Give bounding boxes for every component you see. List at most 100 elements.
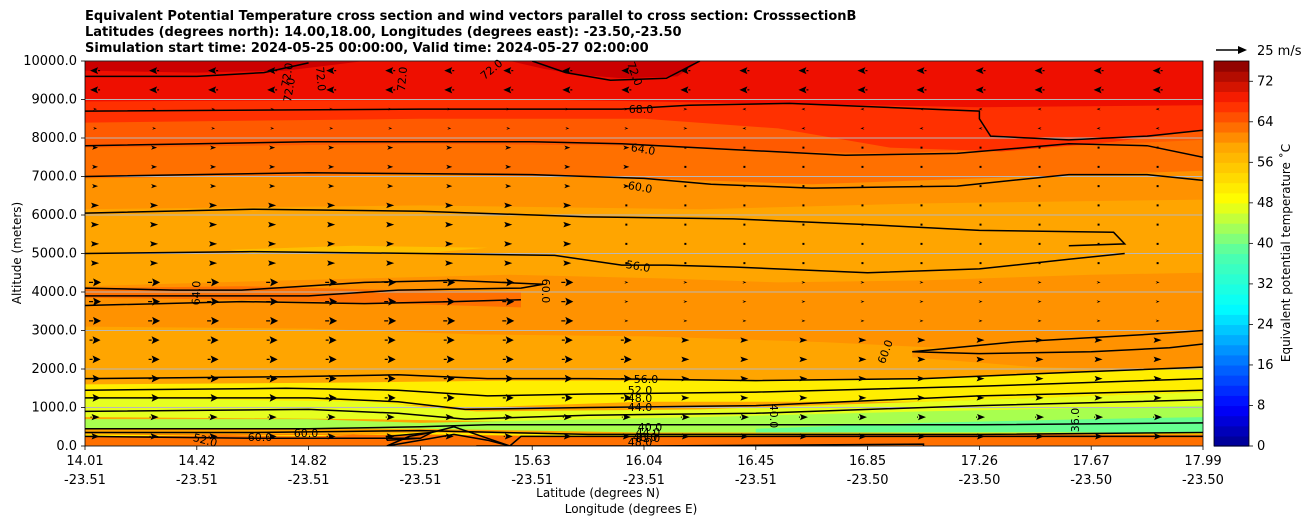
quiver-key: 25 m/s	[1216, 44, 1302, 59]
x-tick-lat: 17.99	[1184, 454, 1221, 469]
wind-vector	[150, 260, 159, 266]
colorbar-segment	[1214, 344, 1249, 356]
wind-vector	[1037, 300, 1042, 304]
y-tick-label: 2000.0	[32, 362, 78, 377]
wind-vector	[386, 413, 395, 421]
wind-vector	[858, 375, 867, 382]
colorbar-tick-label: 48	[1257, 196, 1274, 211]
wind-vector	[563, 413, 572, 421]
wind-vector	[857, 67, 866, 75]
colorbar-segment	[1214, 273, 1249, 285]
wind-vector	[681, 413, 690, 421]
wind-vector	[743, 185, 746, 188]
wind-vector	[743, 165, 746, 168]
contour-line-0	[85, 62, 309, 78]
wind-vector	[802, 165, 805, 168]
contour-label: 64.0	[630, 141, 656, 158]
wind-vector	[208, 67, 217, 75]
colorbar-tick-label: 72	[1257, 74, 1274, 89]
wind-vector	[978, 319, 983, 323]
wind-vector	[446, 145, 453, 150]
contour-line-20	[386, 431, 432, 441]
title-line-3: Simulation start time: 2024-05-25 00:00:…	[85, 41, 649, 56]
wind-vector	[684, 262, 687, 265]
wind-vector	[623, 336, 632, 344]
wind-vector	[743, 242, 746, 245]
contour-line-13	[85, 389, 1203, 411]
wind-vector	[1156, 223, 1159, 226]
x-tick-lon: -23.51	[511, 473, 553, 488]
wind-vector	[684, 242, 687, 245]
wind-vector	[917, 433, 926, 440]
wind-vector	[152, 316, 161, 325]
wind-vector	[387, 374, 396, 383]
wind-vector	[152, 297, 161, 306]
wind-vector	[978, 126, 983, 130]
wind-vector	[861, 146, 864, 149]
contour-label: 72.0	[281, 77, 298, 103]
wind-vector	[1152, 67, 1161, 75]
wind-vector	[388, 107, 393, 111]
wind-vector	[1096, 280, 1101, 284]
wind-vector	[1275, 243, 1277, 245]
wind-vector	[861, 242, 864, 245]
wind-vector	[505, 145, 512, 150]
wind-vector	[858, 433, 867, 440]
wind-vector	[917, 395, 926, 401]
contour-label: 56.0	[625, 258, 651, 275]
wind-vector	[801, 126, 806, 130]
wind-vector	[269, 355, 278, 364]
contour-line-11	[85, 366, 1203, 382]
wind-vector	[152, 126, 157, 130]
wind-vector	[564, 336, 573, 344]
wind-vector	[860, 126, 865, 130]
wind-vector	[1274, 300, 1278, 303]
wind-vector	[328, 355, 337, 364]
wind-vector	[210, 145, 217, 150]
x-tick-lon: -23.51	[64, 473, 106, 488]
wind-vector	[150, 202, 159, 209]
wind-vector	[979, 165, 982, 168]
wind-vector	[1155, 319, 1160, 323]
wind-vector	[920, 223, 923, 226]
wind-vector	[1096, 319, 1101, 323]
y-tick-label: 10000.0	[23, 54, 77, 69]
wind-vector	[1037, 319, 1042, 323]
contour-label: 72.0	[313, 66, 328, 92]
wind-vector	[504, 241, 513, 247]
wind-vector	[268, 202, 277, 209]
wind-vector	[1094, 375, 1103, 382]
wind-vector	[387, 145, 394, 150]
wind-vector	[387, 184, 394, 189]
wind-vector	[328, 374, 337, 383]
wind-vector	[211, 107, 216, 111]
wind-vector	[625, 262, 628, 265]
colorbar-segment	[1214, 152, 1249, 163]
wind-vector	[1035, 337, 1044, 343]
wind-vector	[622, 413, 631, 421]
wind-vector	[210, 374, 219, 383]
wind-vector	[801, 280, 806, 284]
wind-vector	[1096, 107, 1101, 111]
wind-vector	[328, 164, 335, 169]
colorbar-segment	[1214, 263, 1249, 275]
wind-vector	[860, 319, 865, 323]
contour-line-7	[85, 279, 544, 297]
colorbar-segment	[1214, 294, 1249, 305]
x-tick-lon: -23.51	[623, 473, 665, 488]
wind-vector	[563, 221, 572, 228]
colorbar-segment	[1214, 192, 1249, 204]
wind-vector	[1094, 395, 1103, 401]
wind-vector	[327, 433, 336, 440]
wind-vector	[802, 146, 805, 149]
colorbar-frame	[1213, 60, 1250, 447]
wind-vector	[563, 241, 572, 247]
contour-line-3	[85, 141, 1203, 159]
contour-label: 44.0	[636, 426, 661, 439]
wind-vector	[505, 164, 512, 169]
wind-vector	[919, 319, 924, 323]
y-tick-label: 6000.0	[32, 208, 78, 223]
contour-label: 40.0	[767, 404, 780, 429]
contour-line-9	[912, 343, 1203, 355]
colorbar-label: Equivalent potential temperature ˚C	[1278, 144, 1293, 362]
